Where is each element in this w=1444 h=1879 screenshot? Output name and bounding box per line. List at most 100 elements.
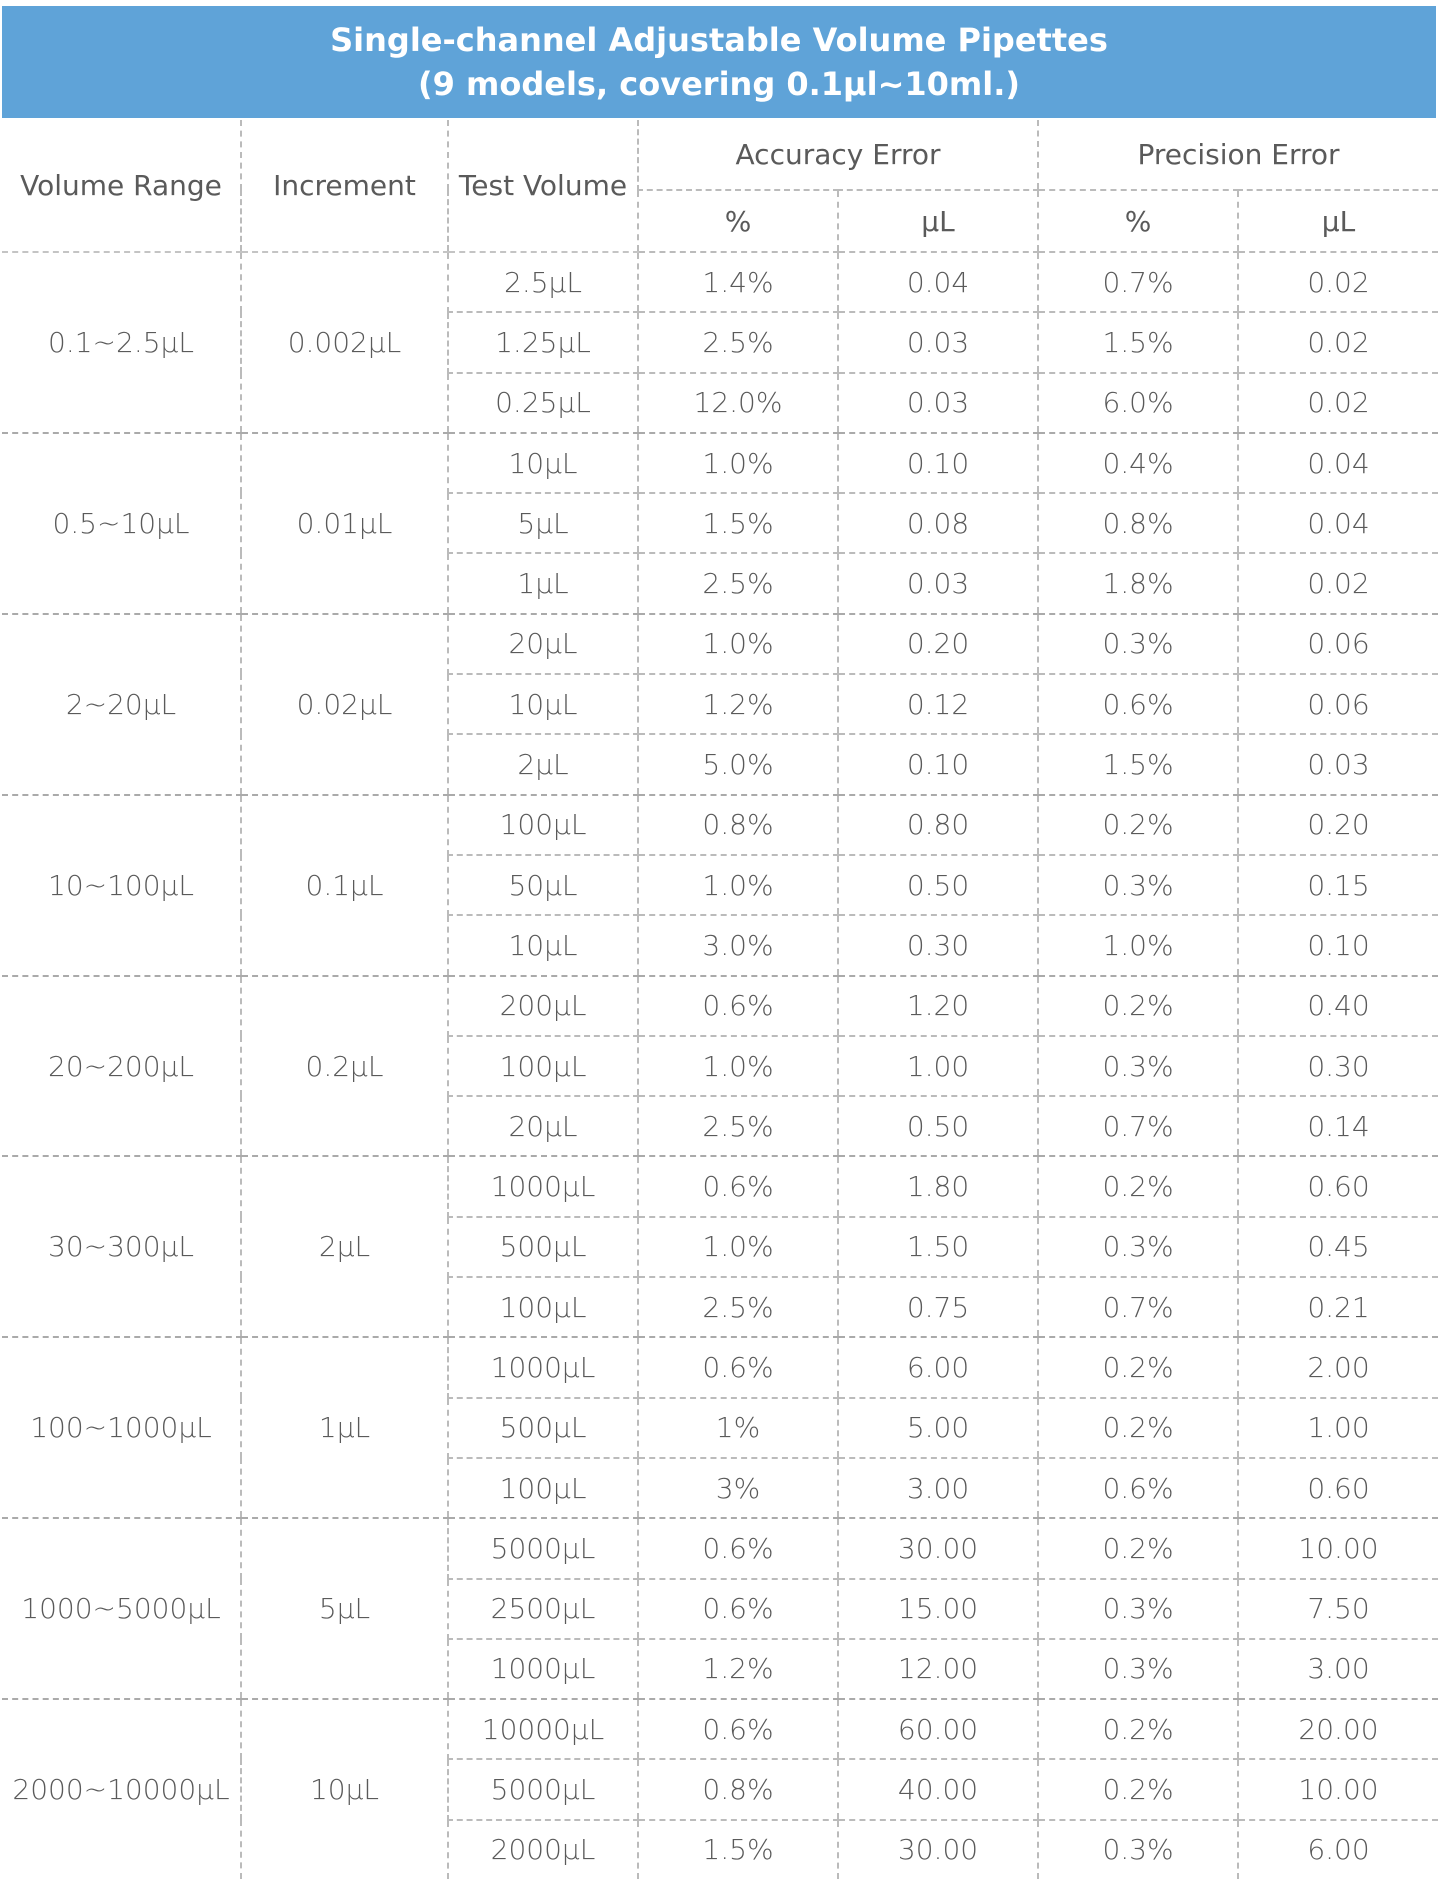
data-row: 100~1000μL 1μL 1000μL 0.6% 6.00 0.2% 2.00: [2, 1337, 1439, 1520]
cell: 1.5%: [1037, 734, 1239, 796]
cell: 0.04: [1237, 493, 1439, 555]
cell: 10000μL: [447, 1699, 638, 1761]
cell: 0.3%: [1037, 1578, 1239, 1640]
cell: 0.04: [1237, 432, 1439, 495]
cell: 1.0%: [637, 613, 838, 676]
cell: 0.6%: [637, 1337, 838, 1399]
cell: 0.50: [836, 854, 1039, 917]
data-row: 2000~10000μL 10μL 10000μL 0.6% 60.00 0.2% 20.0…: [2, 1699, 1439, 1879]
cell: 1.2%: [637, 674, 838, 736]
volume-range: 1000~5000μL: [2, 1518, 241, 1701]
cell: 0.6%: [637, 1699, 838, 1761]
cell: 0.7%: [1037, 1096, 1239, 1158]
data-row: 0.5~10μL 0.01μL 10μL 1.0% 0.10 0.4% 0.04: [2, 432, 1439, 615]
increment: 1μL: [240, 1337, 448, 1520]
cell: 0.6%: [637, 1518, 838, 1580]
cell: 2.00: [1237, 1337, 1439, 1399]
cell: 1.20: [836, 975, 1039, 1037]
increment: 5μL: [240, 1518, 448, 1701]
cell: 0.4%: [1037, 432, 1239, 495]
subtitle: (9 models, covering 0.1μl~10ml.): [417, 65, 1020, 103]
cell: 0.03: [1237, 734, 1439, 796]
data-row: 2μL 5.0% 0.10 1.5% 0.03: [2, 734, 1439, 796]
title-banner: Single-channel Adjustable Volume Pipette…: [2, 6, 1436, 118]
cell: 10μL: [447, 432, 638, 495]
data-row: 20~200μL 0.2μL 200μL 0.6% 1.20 0.2% 0.40: [2, 975, 1439, 1158]
cell: 0.06: [1237, 674, 1439, 736]
cell: 100μL: [447, 1457, 638, 1520]
data-row: 10μL 3.0% 0.30 1.0% 0.10: [2, 915, 1439, 977]
cell: 1000μL: [447, 1337, 638, 1399]
cell: 100μL: [447, 1277, 638, 1339]
cell: 0.7%: [1037, 252, 1239, 314]
cell: 0.8%: [637, 1759, 838, 1821]
data-row: 1000μL 1.2% 12.00 0.3% 3.00: [2, 1638, 1439, 1701]
cell: 0.06: [1237, 613, 1439, 676]
cell: 500μL: [447, 1216, 638, 1279]
cell: 3.0%: [637, 915, 838, 977]
data-row: 500μL 1.0% 1.50 0.3% 0.45: [2, 1216, 1439, 1279]
cell: 0.75: [836, 1277, 1039, 1339]
cell: 10.00: [1237, 1759, 1439, 1821]
cell: 0.03: [836, 553, 1039, 615]
cell: 1.0%: [637, 854, 838, 917]
cell: 0.02: [1237, 252, 1439, 314]
data-row: 100μL 1.0% 1.00 0.3% 0.30: [2, 1035, 1439, 1098]
data-row: 5000μL 0.8% 40.00 0.2% 10.00: [2, 1759, 1439, 1821]
cell: 2.5%: [637, 312, 838, 374]
cell: 2μL: [447, 734, 638, 796]
cell: 30.00: [836, 1819, 1039, 1879]
cell: 1.5%: [637, 1819, 838, 1879]
cell: 0.3%: [1037, 1035, 1239, 1098]
volume-range: 30~300μL: [2, 1156, 241, 1339]
cell: 0.2%: [1037, 1397, 1239, 1459]
cell: 15.00: [836, 1578, 1039, 1640]
column-header: Accuracy Error: [636, 120, 1039, 191]
cell: 0.8%: [637, 794, 838, 856]
subheader: μL: [1237, 190, 1439, 253]
cell: 20.00: [1237, 1699, 1439, 1761]
cell: 1.80: [836, 1156, 1039, 1218]
volume-range: 10~100μL: [2, 794, 241, 977]
cell: 0.3%: [1037, 1638, 1239, 1701]
cell: 3.00: [1237, 1638, 1439, 1701]
cell: 0.20: [1237, 794, 1439, 856]
cell: 1.0%: [637, 1216, 838, 1279]
cell: 0.03: [836, 312, 1039, 374]
cell: 2.5%: [637, 553, 838, 615]
data-row: 1.25μL 2.5% 0.03 1.5% 0.02: [2, 312, 1439, 374]
cell: 200μL: [447, 975, 638, 1037]
cell: 20μL: [447, 1096, 638, 1158]
table-body: 0.1~2.5μL 0.002μL 2.5μL 1.4% 0.04 0.7% 0.02 1.2…: [2, 252, 1439, 1879]
data-row: 2~20μL 0.02μL 20μL 1.0% 0.20 0.3% 0.06: [2, 613, 1439, 796]
cell: 0.2%: [1037, 1759, 1239, 1821]
cell: 0.60: [1237, 1457, 1439, 1520]
cell: 1.0%: [1037, 915, 1239, 977]
cell: 0.02: [1237, 372, 1439, 434]
cell: 1000μL: [447, 1156, 638, 1218]
cell: 5000μL: [447, 1518, 638, 1580]
cell: 3%: [637, 1457, 838, 1520]
cell: 0.10: [836, 432, 1039, 495]
cell: 10μL: [447, 674, 638, 736]
cell: 1000μL: [447, 1638, 638, 1701]
cell: 1.0%: [637, 432, 838, 495]
column-header: Increment: [240, 120, 448, 253]
cell: 0.25μL: [447, 372, 638, 434]
volume-range: 20~200μL: [2, 975, 241, 1158]
cell: 6.00: [836, 1337, 1039, 1399]
cell: 1.5%: [1037, 312, 1239, 374]
cell: 1.5%: [637, 493, 838, 555]
data-row: 0.1~2.5μL 0.002μL 2.5μL 1.4% 0.04 0.7% 0.02: [2, 252, 1439, 434]
cell: 12.00: [836, 1638, 1039, 1701]
cell: 0.6%: [637, 1578, 838, 1640]
cell: 0.2%: [1037, 1337, 1239, 1399]
cell: 1.2%: [637, 1638, 838, 1701]
column-header: Precision Error: [1037, 120, 1439, 191]
cell: 5μL: [447, 493, 638, 555]
cell: 5.00: [836, 1397, 1039, 1459]
cell: 1.25μL: [447, 312, 638, 374]
cell: 0.2%: [1037, 1156, 1239, 1218]
increment: 0.01μL: [240, 432, 448, 615]
